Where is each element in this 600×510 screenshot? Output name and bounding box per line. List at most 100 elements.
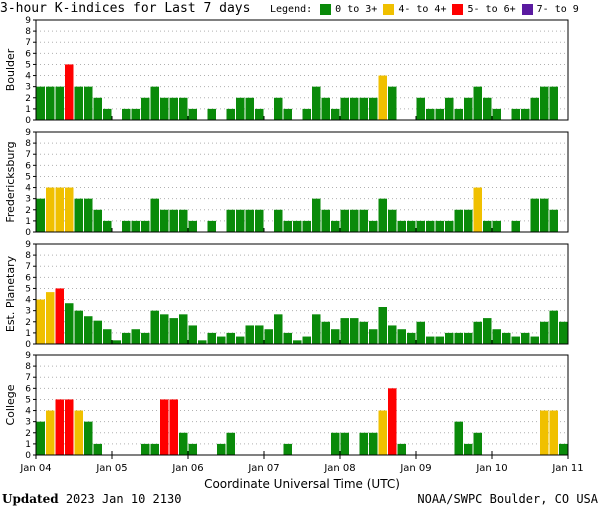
bar bbox=[445, 332, 454, 344]
y-tick-label: 9 bbox=[25, 16, 31, 26]
bar bbox=[207, 332, 216, 344]
bar bbox=[416, 321, 425, 344]
bar bbox=[331, 108, 340, 120]
bar bbox=[36, 198, 45, 232]
credit-line: NOAA/SWPC Boulder, CO USA bbox=[417, 492, 598, 506]
bar bbox=[84, 316, 93, 344]
bar bbox=[84, 86, 93, 120]
bar bbox=[302, 220, 311, 232]
bar bbox=[359, 321, 368, 344]
bar bbox=[55, 399, 64, 455]
y-tick-label: 4 bbox=[25, 72, 31, 82]
bar bbox=[483, 97, 492, 120]
x-tick-label: Jan 11 bbox=[551, 463, 583, 474]
panel-label: Boulder bbox=[4, 48, 17, 91]
bar bbox=[179, 97, 188, 120]
y-tick-label: 2 bbox=[25, 94, 31, 104]
bar bbox=[435, 108, 444, 120]
bar bbox=[198, 340, 207, 344]
y-tick-label: 6 bbox=[25, 273, 31, 283]
bar bbox=[483, 318, 492, 344]
bar bbox=[312, 86, 321, 120]
updated-time: 2023 Jan 10 2130 bbox=[65, 492, 182, 506]
bar bbox=[131, 220, 140, 232]
bar bbox=[141, 220, 150, 232]
bar bbox=[378, 410, 387, 455]
bar bbox=[549, 310, 558, 344]
legend-text-purple: 7- to 9 bbox=[536, 4, 579, 15]
bar bbox=[397, 220, 406, 232]
bar bbox=[397, 443, 406, 455]
bar bbox=[302, 336, 311, 344]
bar bbox=[74, 410, 83, 455]
bar bbox=[530, 97, 539, 120]
panel-frame bbox=[35, 354, 569, 456]
bar bbox=[169, 318, 178, 344]
y-tick-label: 6 bbox=[25, 49, 31, 59]
y-tick-label: 9 bbox=[25, 351, 31, 361]
bar bbox=[150, 310, 159, 344]
bar bbox=[226, 432, 235, 455]
bar bbox=[274, 209, 283, 232]
bar bbox=[388, 388, 397, 455]
bar bbox=[74, 86, 83, 120]
bar bbox=[150, 198, 159, 232]
panel-label: Est. Planetary bbox=[4, 255, 17, 332]
bar bbox=[549, 209, 558, 232]
bar bbox=[160, 399, 169, 455]
legend-text-green: 0 to 3+ bbox=[335, 4, 378, 15]
bar bbox=[549, 410, 558, 455]
bar bbox=[521, 108, 530, 120]
y-tick-label: 7 bbox=[25, 373, 31, 383]
bar bbox=[236, 97, 245, 120]
legend-label: Legend: bbox=[270, 4, 313, 15]
bar bbox=[188, 108, 197, 120]
bar bbox=[464, 443, 473, 455]
bar bbox=[369, 329, 378, 344]
bar bbox=[207, 108, 216, 120]
bar bbox=[359, 97, 368, 120]
bar bbox=[65, 399, 74, 455]
bar bbox=[141, 443, 150, 455]
bar bbox=[226, 332, 235, 344]
bar bbox=[454, 421, 463, 455]
bar bbox=[84, 421, 93, 455]
y-tick-label: 8 bbox=[25, 27, 31, 37]
bar bbox=[359, 209, 368, 232]
x-axis-label: Coordinate Universal Time (UTC) bbox=[204, 477, 400, 491]
bar bbox=[65, 64, 74, 120]
bar bbox=[236, 209, 245, 232]
bar bbox=[378, 75, 387, 120]
bar bbox=[55, 187, 64, 232]
legend-swatch-purple bbox=[521, 4, 533, 15]
y-tick-label: 5 bbox=[25, 60, 31, 70]
bar bbox=[65, 187, 74, 232]
chart-title: 3-hour K-indices for Last 7 days bbox=[0, 1, 251, 16]
y-tick-label: 7 bbox=[25, 262, 31, 272]
bar bbox=[150, 86, 159, 120]
bar bbox=[388, 209, 397, 232]
panel-label: Fredericksburg bbox=[4, 141, 17, 222]
x-tick-label: Jan 10 bbox=[475, 463, 507, 474]
legend-text-yellow: 4- to 4+ bbox=[398, 4, 447, 15]
updated-stamp: Updated 2023 Jan 10 2130 bbox=[2, 492, 181, 506]
bar bbox=[511, 220, 520, 232]
bar bbox=[312, 198, 321, 232]
bar bbox=[93, 97, 102, 120]
bar bbox=[188, 220, 197, 232]
bar bbox=[93, 443, 102, 455]
bar bbox=[530, 198, 539, 232]
y-tick-label: 7 bbox=[25, 150, 31, 160]
bar bbox=[559, 321, 568, 344]
bar bbox=[217, 336, 226, 344]
legend: Legend: 0 to 3+ 4- to 4+ 5- to 6+ 7- to … bbox=[270, 4, 585, 15]
bar bbox=[283, 220, 292, 232]
bar bbox=[464, 209, 473, 232]
x-tick-label: Jan 04 bbox=[19, 463, 51, 474]
bar bbox=[274, 314, 283, 344]
y-tick-label: 5 bbox=[25, 172, 31, 182]
bar bbox=[321, 209, 330, 232]
bar bbox=[435, 220, 444, 232]
bar bbox=[283, 108, 292, 120]
bar bbox=[131, 108, 140, 120]
